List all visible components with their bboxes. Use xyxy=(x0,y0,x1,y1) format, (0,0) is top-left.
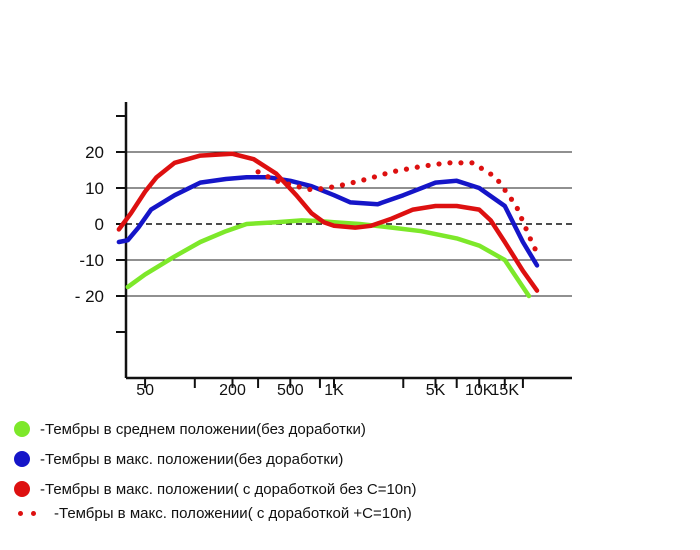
series-point xyxy=(519,216,525,222)
series-point xyxy=(329,184,335,190)
series-point xyxy=(436,161,442,167)
series-point xyxy=(382,171,388,177)
series-point xyxy=(339,182,346,188)
series-point xyxy=(265,174,271,180)
series-point xyxy=(307,186,313,193)
x-tick-label: 5K xyxy=(426,382,446,399)
series-point xyxy=(532,246,538,252)
series-point xyxy=(275,178,281,184)
y-tick-label: -10 xyxy=(79,251,104,270)
series-point xyxy=(414,164,420,170)
series-line-blue xyxy=(116,174,540,268)
series-point xyxy=(371,174,378,180)
series-point xyxy=(285,181,292,187)
series-point xyxy=(393,168,399,174)
series-point xyxy=(488,171,494,177)
series-point xyxy=(502,187,508,193)
y-tick-label: 20 xyxy=(85,143,104,162)
y-tick-label: 0 xyxy=(95,215,104,234)
series-point xyxy=(425,162,431,169)
y-tick-label: - 20 xyxy=(75,287,104,306)
series-point xyxy=(496,178,502,184)
x-tick-label: 10K xyxy=(465,382,494,399)
x-tick-label: 1K xyxy=(324,382,344,399)
series-point xyxy=(469,160,475,166)
series-point xyxy=(361,177,367,183)
x-tick-label: 500 xyxy=(277,382,304,399)
series-point xyxy=(447,160,453,166)
series-point xyxy=(255,169,261,175)
series-group xyxy=(116,151,540,299)
series-point xyxy=(350,179,356,186)
series-point xyxy=(523,226,529,232)
series-point xyxy=(403,166,410,172)
series-point xyxy=(318,186,324,192)
series-dotted-red xyxy=(255,160,538,252)
series-point xyxy=(508,196,515,202)
series-point xyxy=(296,184,302,190)
x-tick-label: 15K xyxy=(491,382,520,399)
y-tick-label: 10 xyxy=(85,179,104,198)
series-line-green xyxy=(125,218,532,299)
x-tick-label: 50 xyxy=(136,382,154,399)
x-tick-label: 200 xyxy=(219,382,246,399)
series-point xyxy=(478,165,484,171)
series-point xyxy=(527,236,533,242)
series-point xyxy=(514,205,520,212)
series-line-red xyxy=(116,151,540,293)
series-point xyxy=(458,160,464,166)
